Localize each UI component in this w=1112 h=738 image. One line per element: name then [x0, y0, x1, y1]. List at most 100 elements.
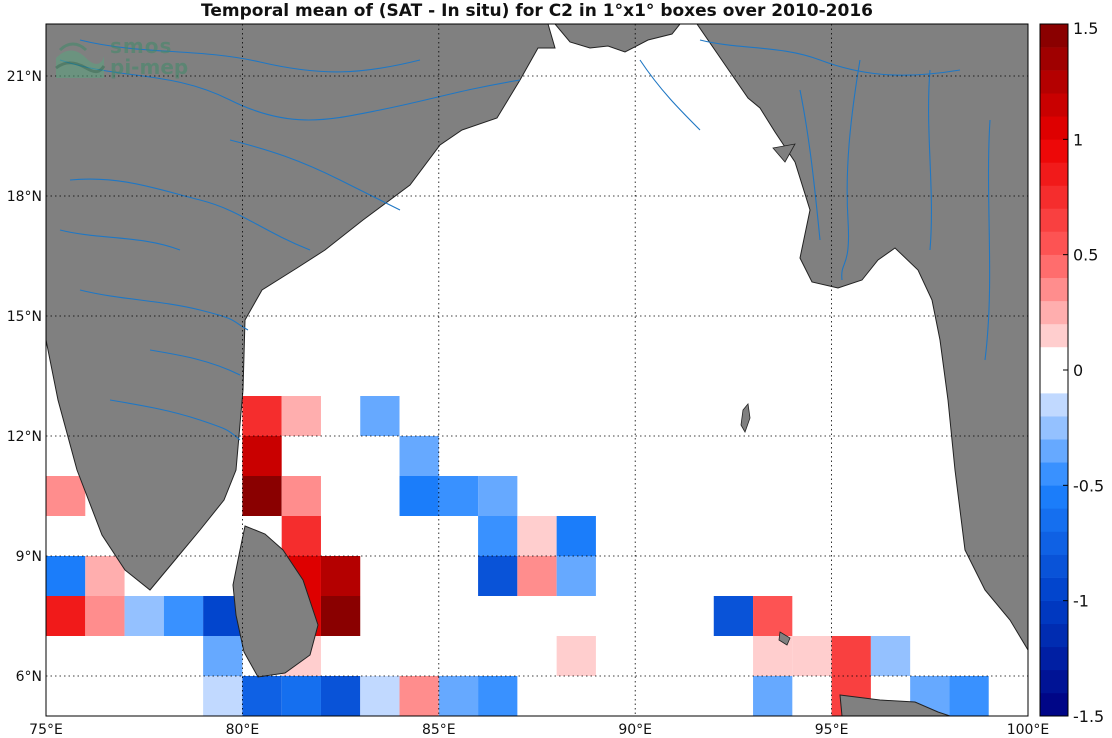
colorbar-tick-label: 1.5: [1073, 19, 1098, 38]
lat-tick-label: 21°N: [7, 69, 42, 85]
colorbar-segment: [1040, 692, 1068, 717]
river-mahanadi: [229, 139, 401, 211]
colorbar-tick-label: -0.5: [1073, 476, 1104, 495]
river-penner: [149, 349, 241, 376]
data-cell: [438, 676, 479, 716]
lon-tick-label: 85°E: [422, 722, 456, 738]
river-myanmar-west: [799, 89, 821, 241]
colorbar-segment: [1040, 116, 1068, 140]
lat-tick-label: 15°N: [7, 309, 42, 325]
river-salween: [928, 69, 932, 251]
land-sumatra: [839, 694, 951, 716]
data-cell: [281, 396, 321, 436]
data-cell: [478, 556, 518, 596]
land-sri-lanka: [232, 525, 319, 678]
land-myanmar: [696, 24, 1028, 651]
data-cell: [46, 556, 86, 596]
colorbar-tick-label: 0: [1073, 361, 1083, 380]
colorbar-segment: [1040, 669, 1068, 694]
colorbar-tick-labels: 1.5 1 0.5 0 -0.5 -1 -1.5: [1063, 19, 1104, 726]
land-andaman: [740, 403, 751, 433]
river-krishna: [79, 289, 249, 331]
colorbar-segment: [1040, 323, 1068, 348]
colorbar-segment: [1040, 370, 1068, 394]
colorbar-segment: [1040, 47, 1068, 71]
data-cell: [556, 636, 596, 676]
logo-waves-icon: [55, 42, 106, 78]
data-cell: [281, 676, 321, 716]
data-cell: [478, 516, 518, 556]
data-cell: [46, 596, 86, 636]
data-cell: [163, 596, 204, 636]
colorbar-segment: [1040, 231, 1068, 255]
data-cell: [242, 676, 282, 716]
colorbar-segment: [1040, 600, 1068, 625]
river-kaveri: [109, 399, 241, 441]
colorbar-segment: [1040, 139, 1068, 163]
data-cell: [556, 516, 596, 556]
data-cell: [242, 436, 282, 476]
lon-tick-label: 90°E: [618, 722, 652, 738]
logo-line-1: smos: [110, 34, 173, 58]
river-thai: [984, 119, 991, 361]
data-cell: [831, 636, 871, 676]
colorbar-segment: [1040, 439, 1068, 463]
colorbar-segment: [1040, 623, 1068, 648]
lat-tick-label: 12°N: [7, 429, 42, 445]
data-cell: [360, 396, 400, 436]
lat-tick-label: 9°N: [16, 549, 42, 565]
colorbar-segment: [1040, 531, 1068, 555]
colorbar: [1039, 23, 1069, 717]
colorbar-segment: [1040, 208, 1068, 232]
colorbar-segment: [1040, 277, 1068, 302]
data-cell: [399, 676, 439, 716]
land-islet: [772, 143, 796, 163]
colorbar-segment: [1040, 577, 1068, 601]
data-cell: [478, 476, 518, 516]
river-ganges: [59, 59, 521, 121]
data-cell: [85, 596, 125, 636]
river-irrawaddy: [841, 59, 861, 281]
colorbar-segment: [1040, 508, 1068, 532]
data-cell: [478, 676, 518, 716]
colorbar-segment: [1040, 93, 1068, 117]
lon-tick-label: 80°E: [226, 722, 260, 738]
river-upper: [79, 39, 421, 73]
data-cell: [320, 556, 361, 596]
colorbar-segment: [1040, 254, 1068, 279]
lat-tick-labels: 6°N 9°N 12°N 15°N 18°N 21°N: [7, 69, 42, 685]
data-cell: [438, 476, 479, 516]
data-cell: [281, 476, 321, 516]
data-cell: [792, 636, 832, 676]
colorbar-segment: [1040, 646, 1068, 671]
colorbar-segment: [1040, 24, 1068, 48]
colorbar-segment: [1040, 346, 1068, 371]
river-godavari: [69, 178, 311, 251]
data-cell: [203, 636, 243, 676]
lat-tick-label: 6°N: [16, 669, 42, 685]
data-cell: [124, 596, 164, 636]
river-narmada: [59, 229, 181, 251]
colorbar-segment: [1040, 185, 1068, 209]
data-cell: [399, 436, 439, 476]
data-cell: [360, 676, 400, 716]
land-india: [46, 24, 556, 591]
lon-tick-label: 75°E: [29, 722, 63, 738]
colorbar-segment: [1040, 462, 1068, 486]
colorbar-segment: [1040, 485, 1068, 509]
rivers-layer: [59, 39, 991, 441]
data-cell: [46, 476, 86, 516]
data-cell: [556, 556, 596, 596]
gridlines: [46, 24, 1028, 716]
data-cell: [320, 676, 361, 716]
colorbar-segment: [1040, 162, 1068, 186]
data-cell: [870, 636, 911, 676]
colorbar-tick-label: 1: [1073, 130, 1083, 149]
data-cell: [281, 516, 321, 556]
lon-tick-label: 100°E: [1007, 722, 1050, 738]
river-brahmaputra: [699, 39, 961, 76]
colorbar-segment: [1040, 300, 1068, 325]
lat-tick-label: 18°N: [7, 189, 42, 205]
data-cell: [949, 676, 989, 716]
